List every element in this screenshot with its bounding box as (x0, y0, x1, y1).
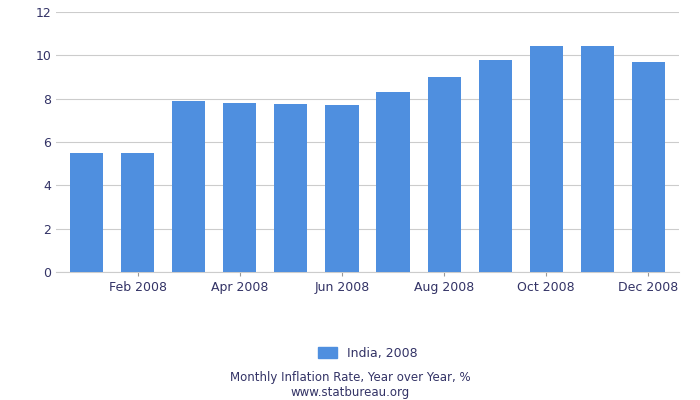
Bar (70, 153, 103, 272)
Text: Monthly Inflation Rate, Year over Year, %: Monthly Inflation Rate, Year over Year, … (230, 372, 470, 384)
Bar (326, 105, 358, 272)
Bar (274, 104, 307, 272)
Bar (121, 154, 154, 272)
Bar (530, 46, 563, 272)
Bar (223, 103, 256, 272)
Bar (428, 76, 461, 272)
Bar (632, 62, 665, 272)
Bar (172, 102, 205, 272)
Bar (581, 46, 614, 272)
Text: www.statbureau.org: www.statbureau.org (290, 386, 410, 399)
Bar (377, 92, 410, 272)
Bar (479, 60, 512, 272)
Legend: India, 2008: India, 2008 (313, 342, 422, 364)
